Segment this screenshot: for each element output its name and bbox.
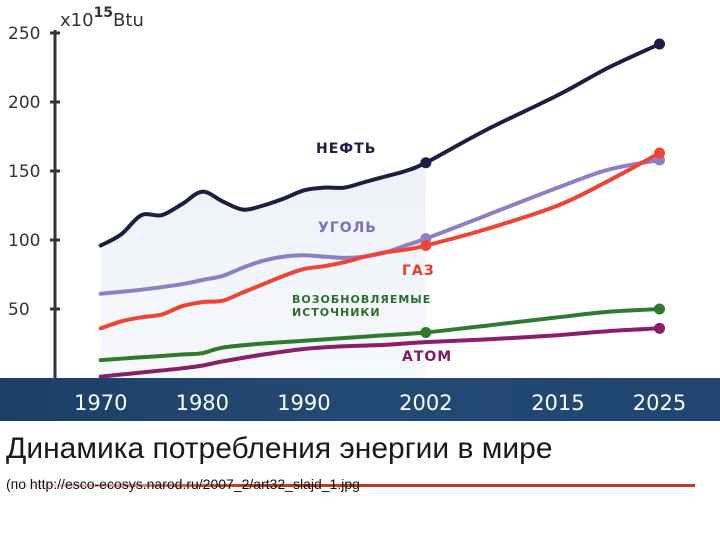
y-tick-label: 200: [8, 93, 40, 113]
series-line-renewables: [98, 307, 662, 363]
x-tick-label: 2015: [531, 391, 584, 415]
x-tick-label: 1980: [176, 391, 229, 415]
data-point-gas-2025: [654, 147, 666, 159]
data-point-gas-2002: [420, 240, 432, 252]
series-line-oil: [98, 42, 662, 248]
x-tick-label: 2002: [399, 391, 452, 415]
source-reference: (по http://esco-ecosys.narod.ru/2007_2/a…: [6, 476, 360, 492]
data-point-oil-2025: [654, 38, 666, 50]
series-line-nuclear: [98, 326, 662, 379]
series-label-gas: ГАЗ: [402, 263, 435, 279]
y-tick-label: 100: [8, 231, 40, 251]
series-line-coal: [98, 158, 662, 296]
x-tick-label: 1970: [74, 391, 127, 415]
series-label-coal: УГОЛЬ: [318, 220, 377, 236]
series-label-renewables-line1: ВОЗОБНОВЛЯЕМЫЕ: [292, 293, 431, 306]
y-tick-label: 50: [8, 300, 30, 320]
y-axis-ticks: 50 100 150 200 250: [8, 24, 60, 320]
series-label-renewables-line2: ИСТОЧНИКИ: [292, 306, 381, 319]
series-line-gas: [98, 151, 662, 331]
historical-area-fill: [100, 162, 426, 378]
x-tick-label: 1990: [277, 391, 330, 415]
series-label-nuclear: АТОМ: [402, 349, 452, 365]
series-label-oil: НЕФТЬ: [316, 141, 376, 157]
data-point-renewables-2025: [654, 303, 666, 315]
series-lines: [98, 38, 666, 379]
data-point-nuclear-2025: [654, 322, 666, 334]
x-tick-label: 2025: [633, 391, 686, 415]
x-axis-ticks: 1970 1980 1990 2002 2015 2025: [74, 391, 686, 415]
chart-caption: Динамика потребления энергии в мире: [6, 432, 553, 465]
source-underline: [0, 484, 695, 487]
data-point-oil-2002: [420, 157, 432, 169]
x-axis-band: [0, 378, 720, 421]
energy-consumption-chart: 50 100 150 200 250 x1015Btu НЕФТЬ УГОЛЬ ГАЗ …: [0, 5, 720, 421]
historical-area: [100, 162, 426, 378]
series-labels: НЕФТЬ УГОЛЬ ГАЗ ВОЗОБНОВЛЯЕМЫЕ ИСТОЧНИКИ…: [292, 141, 452, 365]
y-tick-label: 150: [8, 162, 40, 182]
y-axis-unit-label: x1015Btu: [60, 5, 144, 31]
data-point-renewables-2002: [420, 326, 432, 338]
y-tick-label: 250: [8, 24, 40, 44]
chart-svg: 50 100 150 200 250 x1015Btu НЕФТЬ УГОЛЬ ГАЗ …: [0, 5, 720, 421]
